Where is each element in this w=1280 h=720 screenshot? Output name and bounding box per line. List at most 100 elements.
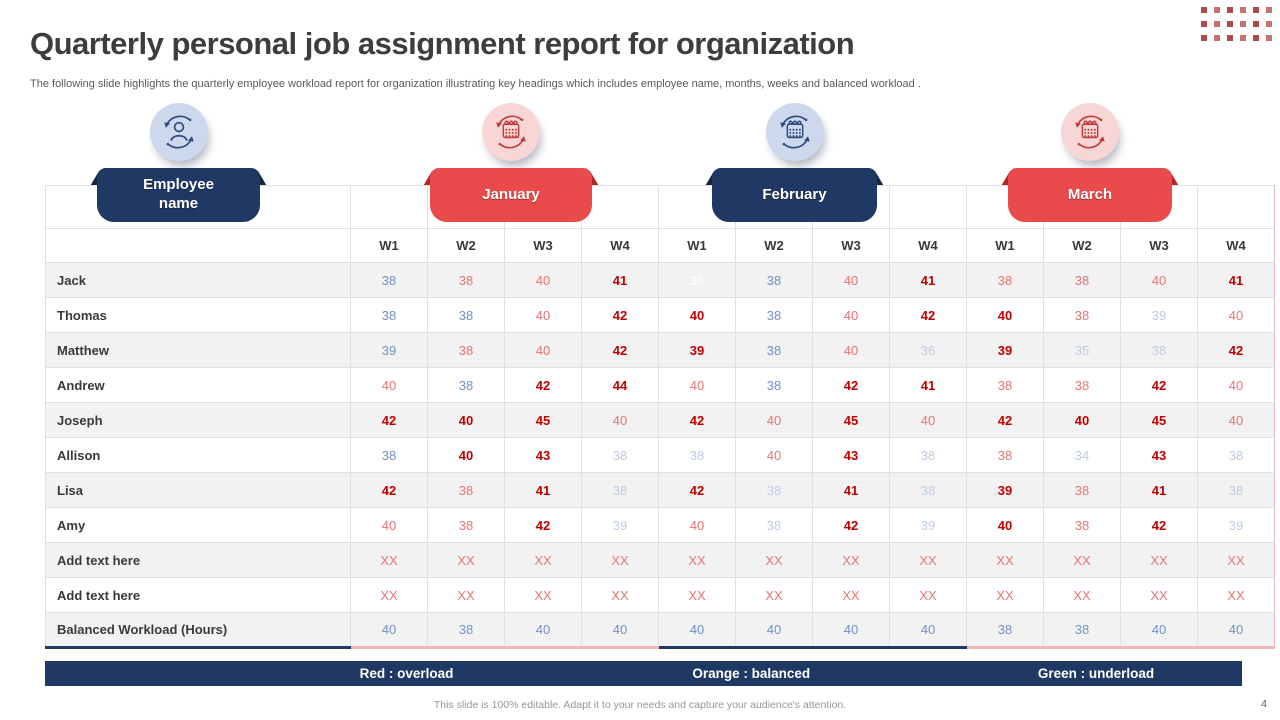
workload-cell: 45 xyxy=(812,402,890,438)
workload-table-wrap: W1 W2 W3 W4 W1 W2 W3 W4 W1 W2 W3 W4 Jack 38 38 40 41 38 38… xyxy=(45,185,1275,649)
workload-cell: 38 xyxy=(427,612,505,649)
calendar-sync-icon xyxy=(765,103,824,161)
footer-note: This slide is 100% editable. Adapt it to… xyxy=(433,699,847,711)
workload-cell: XX xyxy=(889,542,967,578)
workload-cell: 40 xyxy=(812,297,890,333)
workload-cell: 39 xyxy=(1120,297,1198,333)
workload-cell: 40 xyxy=(581,612,659,649)
row-label: Add text here xyxy=(45,542,351,578)
workload-cell: 40 xyxy=(350,612,428,649)
workload-cell: 38 xyxy=(1043,507,1121,543)
workload-cell: 39 xyxy=(658,332,736,368)
workload-cell: 40 xyxy=(504,612,582,649)
workload-cell: 42 xyxy=(812,507,890,543)
workload-cell: 38 xyxy=(658,437,736,473)
workload-cell: 38 xyxy=(735,507,813,543)
workload-cell: 40 xyxy=(658,297,736,333)
workload-cell: 42 xyxy=(658,472,736,508)
slide-subtitle: The following slide highlights the quart… xyxy=(30,78,921,90)
week-header: W2 xyxy=(1043,228,1121,263)
workload-cell: 42 xyxy=(966,402,1044,438)
workload-cell: 38 xyxy=(1043,367,1121,403)
legend-item: Green : underload xyxy=(1037,666,1155,681)
workload-cell: 36 xyxy=(889,332,967,368)
dot xyxy=(1253,35,1259,41)
workload-cell: 40 xyxy=(427,437,505,473)
table-row: Jack 38 38 40 41 38 38 40 41 38 38 40 41 xyxy=(45,262,1275,298)
workload-cell: XX xyxy=(1120,577,1198,613)
workload-cell: 38 xyxy=(735,262,813,298)
group-header-march: March xyxy=(993,103,1187,225)
header-band-cell xyxy=(581,185,659,229)
workload-cell: 40 xyxy=(581,402,659,438)
workload-cell: 38 xyxy=(427,262,505,298)
dot xyxy=(1240,35,1246,41)
workload-cell: 40 xyxy=(350,507,428,543)
row-label: Add text here xyxy=(45,577,351,613)
workload-cell: 38 xyxy=(427,367,505,403)
workload-cell: 38 xyxy=(966,262,1044,298)
week-header: W1 xyxy=(966,228,1044,263)
workload-cell: 42 xyxy=(504,507,582,543)
workload-cell: 40 xyxy=(812,332,890,368)
workload-cell: 40 xyxy=(735,402,813,438)
workload-cell: 38 xyxy=(889,472,967,508)
table-row: Allison 38 40 43 38 38 40 43 38 38 34 43 38 xyxy=(45,437,1275,473)
workload-cell: 38 xyxy=(427,332,505,368)
workload-cell: 38 xyxy=(1043,262,1121,298)
ribbon-february: February xyxy=(697,168,892,222)
workload-cell: XX xyxy=(658,577,736,613)
workload-cell: XX xyxy=(1197,577,1275,613)
workload-cell: 40 xyxy=(889,612,967,649)
workload-cell: 43 xyxy=(504,437,582,473)
table-row: Add text here XX XX XX XX XX XX XX XX XX XX XX XX xyxy=(45,577,1275,613)
workload-cell: 39 xyxy=(889,507,967,543)
group-header-january: January xyxy=(415,103,607,225)
workload-cell: 42 xyxy=(581,332,659,368)
calendar-sync-icon xyxy=(1061,103,1119,161)
dot xyxy=(1201,35,1207,41)
workload-cell: 38 xyxy=(581,472,659,508)
dot xyxy=(1214,7,1220,13)
workload-cell: XX xyxy=(812,542,890,578)
workload-cell: 38 xyxy=(735,472,813,508)
workload-cell: 42 xyxy=(504,367,582,403)
dot xyxy=(1253,7,1259,13)
dot xyxy=(1253,21,1259,27)
workload-cell: 42 xyxy=(581,297,659,333)
workload-cell: XX xyxy=(735,542,813,578)
workload-cell: 38 xyxy=(581,437,659,473)
workload-cell: XX xyxy=(658,542,736,578)
workload-cell: 41 xyxy=(1120,472,1198,508)
workload-cell: 38 xyxy=(427,472,505,508)
workload-cell: 38 xyxy=(350,437,428,473)
workload-cell: 41 xyxy=(889,262,967,298)
table-row: W1 W2 W3 W4 W1 W2 W3 W4 W1 W2 W3 W4 xyxy=(45,228,1275,263)
workload-cell: XX xyxy=(966,542,1044,578)
workload-cell: 41 xyxy=(889,367,967,403)
workload-cell: 39 xyxy=(581,507,659,543)
workload-cell: 39 xyxy=(1197,507,1275,543)
dot xyxy=(1227,21,1233,27)
workload-cell: 42 xyxy=(1120,367,1198,403)
ribbon-employee-name: Employee name xyxy=(82,168,275,222)
workload-cell: 40 xyxy=(1120,612,1198,649)
workload-cell: 45 xyxy=(1120,402,1198,438)
group-header-employee-name: Employee name xyxy=(82,103,275,225)
workload-cell: 38 xyxy=(966,437,1044,473)
workload-cell: 41 xyxy=(581,262,659,298)
week-header: W4 xyxy=(581,228,659,263)
workload-cell: 40 xyxy=(1197,612,1275,649)
workload-cell: 38 xyxy=(966,367,1044,403)
workload-cell: 40 xyxy=(1197,367,1275,403)
row-label: Lisa xyxy=(45,472,351,508)
workload-cell: 38 xyxy=(1197,437,1275,473)
workload-cell: 42 xyxy=(812,367,890,403)
workload-cell: 40 xyxy=(658,507,736,543)
workload-cell: XX xyxy=(504,542,582,578)
workload-cell: 38 xyxy=(427,297,505,333)
workload-cell: 39 xyxy=(966,472,1044,508)
decorative-dot-grid xyxy=(1201,7,1272,41)
workload-cell: 38 xyxy=(1043,297,1121,333)
workload-cell: 38 xyxy=(735,297,813,333)
